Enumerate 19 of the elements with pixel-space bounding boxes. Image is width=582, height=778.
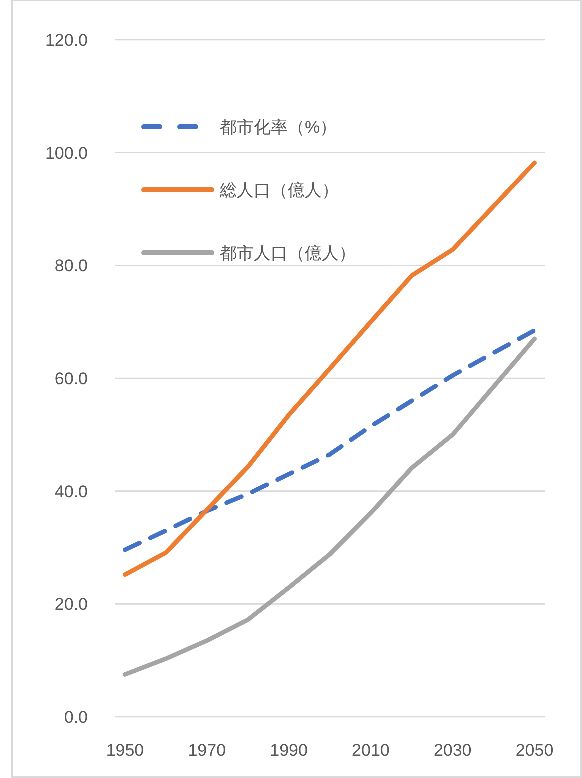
y-tick-label: 80.0: [54, 256, 88, 276]
y-tick-label: 120.0: [45, 31, 88, 50]
legend-label: 総人口（億人）: [219, 181, 339, 200]
y-tick-label: 40.0: [54, 482, 88, 502]
x-tick-label: 1970: [188, 741, 226, 760]
line-series: [122, 336, 538, 677]
legend-label: 都市人口（億人）: [220, 244, 356, 263]
x-tick-label: 2030: [434, 741, 472, 760]
y-tick-label: 0.0: [64, 708, 88, 727]
x-tick-label: 2050: [516, 741, 554, 760]
x-tick-label: 1950: [106, 741, 144, 760]
x-tick-label: 2010: [352, 741, 390, 760]
line-series: [122, 328, 538, 552]
y-tick-label: 20.0: [54, 595, 88, 614]
x-tick-label: 1990: [270, 741, 308, 760]
line-series: [122, 160, 538, 578]
y-tick-label: 100.0: [45, 144, 88, 163]
y-tick-label: 60.0: [54, 370, 88, 388]
legend-label: 都市化率（%）: [220, 118, 338, 137]
